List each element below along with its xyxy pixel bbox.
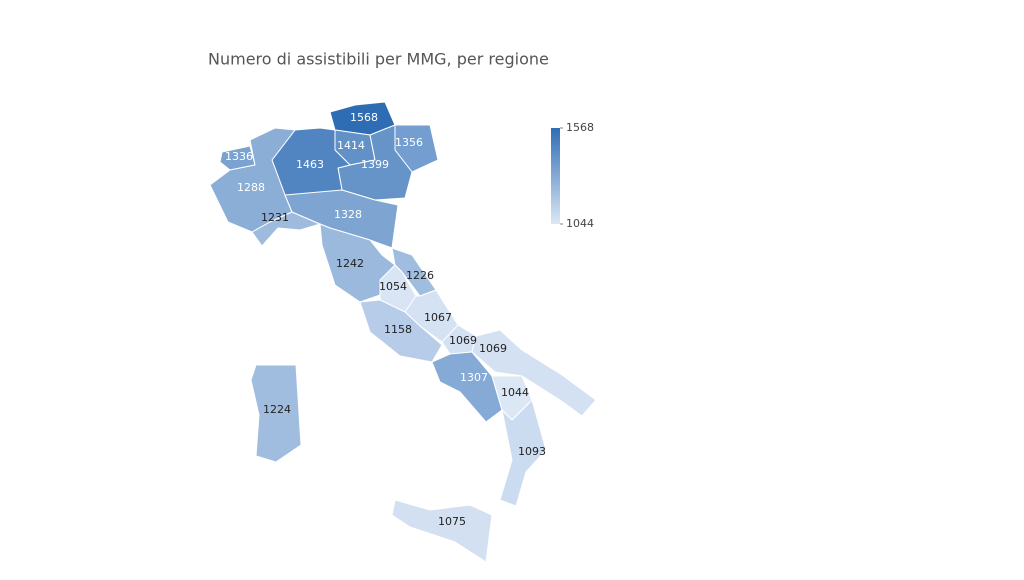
region (359, 299, 443, 363)
region-label: 1328 (334, 208, 362, 221)
region (404, 289, 459, 343)
region (471, 329, 597, 417)
region-label: 1288 (237, 181, 265, 194)
region-label: 1463 (296, 158, 324, 171)
region-label: 1568 (350, 111, 378, 124)
region-label: 1242 (336, 257, 364, 270)
region-label: 1069 (449, 334, 477, 347)
region-label: 1356 (395, 136, 423, 149)
chart-title: Numero di assistibili per MMG, per regio… (208, 50, 549, 69)
region-label: 1158 (384, 323, 412, 336)
region-labels: 1568 1414 1356 1399 1463 1336 1288 1231 1328 1242… (225, 111, 546, 528)
colorbar-tick-label: 1568 (566, 121, 594, 134)
region-label: 1075 (438, 515, 466, 528)
region (499, 399, 547, 507)
colorbar-tick-label: 1044 (566, 217, 594, 230)
region-label: 1414 (337, 139, 365, 152)
region-label: 1067 (424, 311, 452, 324)
region-label: 1399 (361, 158, 389, 171)
region-label: 1224 (263, 403, 291, 416)
region (251, 211, 321, 247)
region-label: 1044 (501, 386, 529, 399)
region-label: 1069 (479, 342, 507, 355)
region (391, 499, 493, 563)
region (250, 364, 302, 463)
region-label: 1226 (406, 269, 434, 282)
regions (209, 101, 597, 563)
region-label: 1054 (379, 280, 407, 293)
region-label: 1336 (225, 150, 253, 163)
region-label: 1231 (261, 211, 289, 224)
colorbar (551, 128, 560, 224)
region-label: 1307 (460, 371, 488, 384)
region-label: 1093 (518, 445, 546, 458)
